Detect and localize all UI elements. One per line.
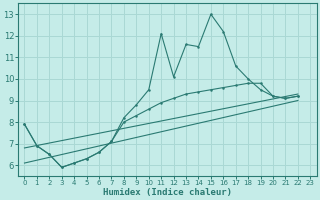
X-axis label: Humidex (Indice chaleur): Humidex (Indice chaleur) [103, 188, 232, 197]
